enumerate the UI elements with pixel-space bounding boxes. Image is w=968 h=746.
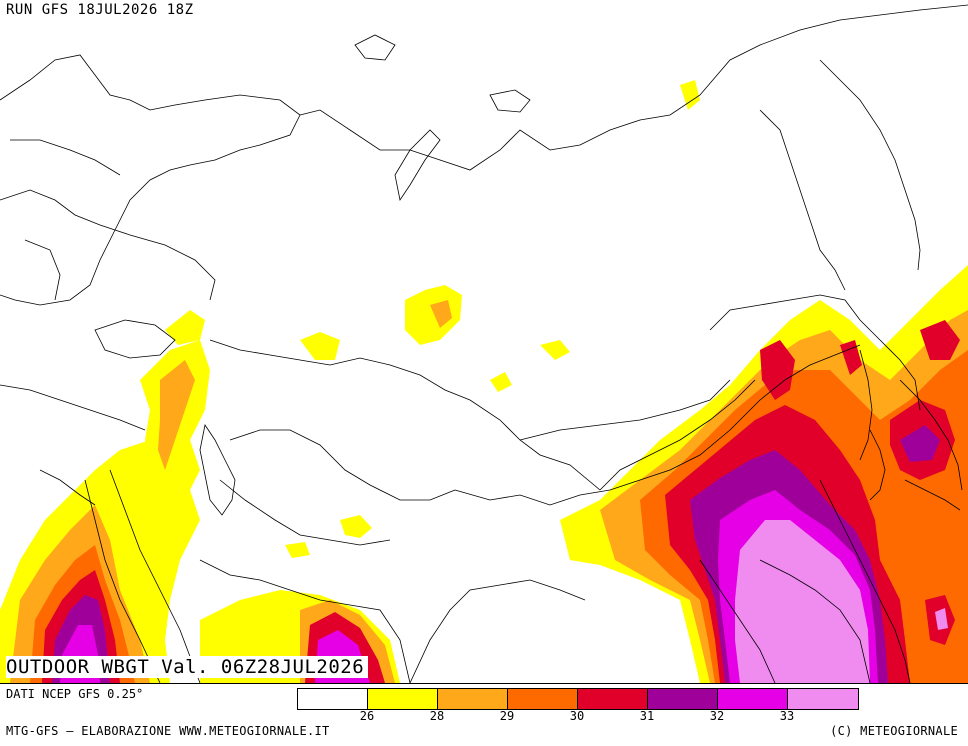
legend-tick-labels: 26 28 29 30 31 32 33: [297, 709, 862, 723]
boundaries: [0, 4, 968, 683]
validity-label: OUTDOOR WBGT Val. 06Z28JUL2026: [6, 656, 369, 678]
legend-tick: 26: [359, 709, 375, 723]
legend-tick: 31: [639, 709, 655, 723]
data-source-label: DATI NCEP GFS 0.25°: [6, 687, 144, 701]
run-label: RUN GFS 18JUL2026 18Z: [6, 2, 194, 18]
legend-swatch: [368, 689, 438, 709]
legend-tick: 30: [569, 709, 585, 723]
color-legend: [297, 688, 859, 710]
map-canvas: [0, 4, 968, 683]
legend-tick: 33: [779, 709, 795, 723]
legend-swatch: [508, 689, 578, 709]
wbgt-map: [0, 4, 968, 683]
legend-swatch: [718, 689, 788, 709]
credits-right: (C) METEOGIORNALE: [830, 724, 958, 738]
legend-tick: 28: [429, 709, 445, 723]
legend-swatch: [648, 689, 718, 709]
legend-tick: 32: [709, 709, 725, 723]
legend-swatch: [438, 689, 508, 709]
credits-left: MTG-GFS — ELABORAZIONE WWW.METEOGIORNALE…: [6, 724, 330, 738]
legend-swatch: [298, 689, 368, 709]
wbgt-shading: [0, 80, 968, 683]
legend-tick: 29: [499, 709, 515, 723]
legend-swatch: [788, 689, 858, 709]
legend-swatch: [578, 689, 648, 709]
